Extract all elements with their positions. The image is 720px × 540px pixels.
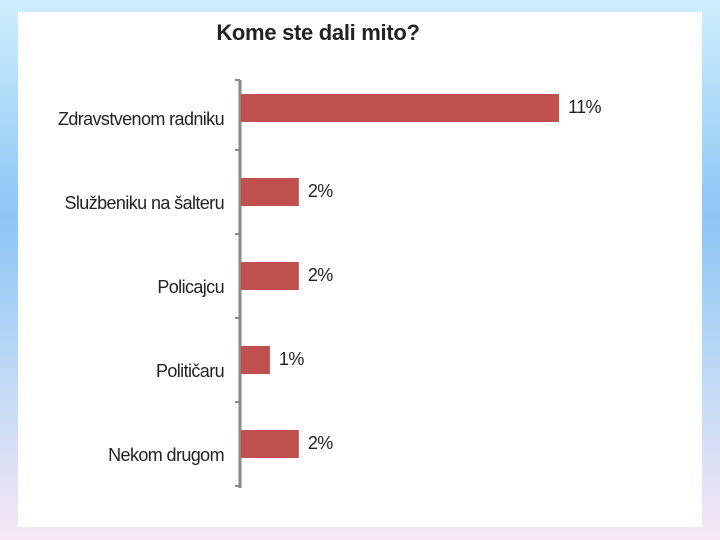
category-label: Policajcu: [157, 277, 224, 297]
bar: [241, 262, 299, 290]
category-label: Službeniku na šalteru: [64, 193, 224, 213]
value-label: 2%: [308, 433, 333, 453]
chart-title: Kome ste dali mito?: [216, 20, 419, 45]
value-label: 2%: [308, 181, 333, 201]
category-label: Političaru: [156, 361, 224, 381]
bar: [241, 430, 299, 458]
value-label: 11%: [568, 97, 601, 117]
bar: [241, 178, 299, 206]
category-label: Zdravstvenom radniku: [58, 109, 224, 129]
value-label: 1%: [279, 349, 304, 369]
bar: [241, 94, 559, 122]
bar: [241, 346, 270, 374]
value-label: 2%: [308, 265, 333, 285]
category-label: Nekom drugom: [108, 445, 224, 465]
